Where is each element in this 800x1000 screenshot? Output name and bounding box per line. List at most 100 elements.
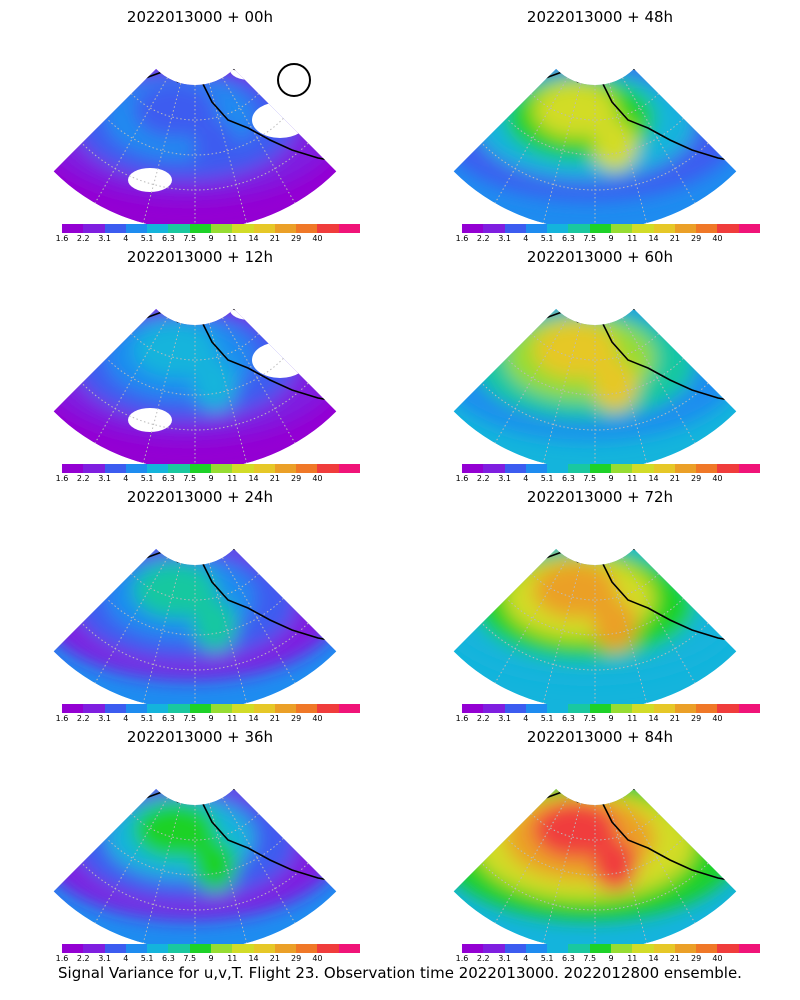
colorbar-tick-label: 9 bbox=[608, 954, 614, 963]
colorbar-swatch bbox=[232, 464, 254, 473]
longitude-gridline bbox=[494, 797, 568, 924]
colorbar-tick-label: 11 bbox=[627, 954, 638, 963]
panel-title: 2022013000 + 36h bbox=[126, 728, 274, 746]
colorbar-swatch bbox=[525, 944, 548, 953]
colorbar-swatch bbox=[674, 464, 697, 473]
colorbar-tick-label: 4 bbox=[523, 954, 529, 963]
variance-contour-region bbox=[193, 359, 237, 411]
colorbar-tick-label: 5.1 bbox=[140, 474, 154, 483]
colorbar-swatch bbox=[610, 464, 633, 473]
colorbar-tick-label: 21 bbox=[269, 714, 280, 723]
colorbar-tick-label: 29 bbox=[291, 954, 302, 963]
colorbar-tick-label: 4 bbox=[123, 954, 129, 963]
colorbar-swatch bbox=[547, 464, 569, 473]
colorbar-tick-label: 2.2 bbox=[476, 234, 490, 243]
colorbar-tick-label: 11 bbox=[227, 714, 238, 723]
missing-data-region bbox=[252, 102, 308, 138]
colorbar-strip bbox=[62, 704, 360, 713]
colorbar-tick-label: 29 bbox=[291, 234, 302, 243]
colorbar-swatch bbox=[674, 944, 697, 953]
colorbar-tick-label: 6.3 bbox=[562, 234, 575, 243]
colorbar-tick-label: 14 bbox=[248, 234, 259, 243]
colorbar-tick-labels: 1.6 2.2 3.1 4 5.1 6.3 7.5 9 11 14 21 29 40 bbox=[56, 473, 360, 483]
colorbar-tick-label: 40 bbox=[712, 234, 723, 243]
colorbar-tick-label: 40 bbox=[712, 714, 723, 723]
colorbar-swatch bbox=[274, 704, 297, 713]
colorbar-tick-label: 7.5 bbox=[583, 714, 597, 723]
colorbar-swatch bbox=[168, 944, 190, 953]
colorbar-tick-label: 11 bbox=[227, 954, 238, 963]
missing-data-region bbox=[128, 168, 172, 192]
colorbar-tick-label: 1.6 bbox=[55, 474, 69, 483]
variance-contour-region bbox=[533, 802, 617, 858]
variance-contour-region bbox=[193, 839, 237, 891]
colorbar-swatch bbox=[632, 944, 654, 953]
colorbar-tick-label: 11 bbox=[627, 234, 638, 243]
variance-contour-region bbox=[133, 82, 217, 138]
missing-data-region bbox=[252, 342, 308, 378]
colorbar-swatch bbox=[317, 944, 339, 953]
colorbar-tick-label: 21 bbox=[269, 954, 280, 963]
colorbar-tick-label: 40 bbox=[712, 954, 723, 963]
colorbar-swatch bbox=[483, 464, 505, 473]
colorbar-swatch bbox=[253, 944, 275, 953]
colorbar-swatch bbox=[274, 464, 297, 473]
colorbar-swatch bbox=[504, 464, 526, 473]
variance-map bbox=[453, 788, 737, 950]
colorbar-tick-labels: 1.6 2.2 3.1 4 5.1 6.3 7.5 9 11 14 21 29 40 bbox=[56, 953, 360, 963]
colorbar-tick-label: 3.1 bbox=[98, 714, 111, 723]
colorbar-tick-label: 5.1 bbox=[140, 954, 154, 963]
colorbar-tick-label: 1.6 bbox=[455, 954, 469, 963]
colorbar-tick-labels: 1.6 2.2 3.1 4 5.1 6.3 7.5 9 11 14 21 29 40 bbox=[456, 953, 760, 963]
colorbar-swatch bbox=[589, 464, 611, 473]
colorbar-swatch bbox=[504, 944, 526, 953]
colorbar-swatch bbox=[253, 704, 275, 713]
variance-contour-region bbox=[593, 599, 637, 651]
colorbar-tick-label: 7.5 bbox=[183, 234, 197, 243]
colorbar-tick-label: 40 bbox=[312, 234, 323, 243]
colorbar-swatch bbox=[696, 224, 718, 233]
colorbar-tick-label: 1.6 bbox=[455, 714, 469, 723]
variance-contour-region bbox=[533, 322, 617, 378]
colorbar-swatch bbox=[296, 704, 318, 713]
colorbar-swatch bbox=[83, 704, 105, 713]
colorbar-swatch bbox=[717, 464, 739, 473]
colorbar-tick-label: 2.2 bbox=[76, 714, 90, 723]
colorbar-tick-label: 29 bbox=[291, 714, 302, 723]
colorbar-tick-label: 29 bbox=[691, 954, 702, 963]
colorbar-tick-label: 3.1 bbox=[498, 714, 511, 723]
colorbar-swatch bbox=[696, 704, 718, 713]
colorbar-tick-label: 40 bbox=[312, 954, 323, 963]
colorbar-swatch bbox=[610, 224, 633, 233]
panel-title: 2022013000 + 00h bbox=[126, 8, 274, 26]
missing-data-region bbox=[302, 321, 337, 349]
colorbar-swatch bbox=[168, 704, 190, 713]
colorbar-tick-label: 5.1 bbox=[540, 234, 554, 243]
forecast-panel: 2022013000 + 00h 1.6 2.2 3.1 4 5.1 6.3 7.5 9 11 14… bbox=[0, 0, 400, 243]
colorbar-swatch bbox=[589, 704, 611, 713]
colorbar: 1.6 2.2 3.1 4 5.1 6.3 7.5 9 11 14 21 29 40 bbox=[56, 944, 360, 964]
colorbar-swatch bbox=[738, 224, 760, 233]
latitude-gridline bbox=[481, 142, 709, 191]
colorbar-tick-label: 9 bbox=[608, 714, 614, 723]
colorbar-strip bbox=[462, 944, 760, 953]
colorbar-swatch bbox=[338, 464, 360, 473]
longitude-gridline bbox=[142, 802, 182, 944]
colorbar-tick-label: 2.2 bbox=[76, 234, 90, 243]
colorbar-tick-label: 2.2 bbox=[76, 474, 90, 483]
colorbar-tick-label: 21 bbox=[669, 714, 680, 723]
colorbar-tick-label: 3.1 bbox=[98, 234, 111, 243]
longitude-gridline bbox=[142, 322, 182, 464]
colorbar-tick-label: 2.2 bbox=[476, 954, 490, 963]
colorbar-swatch bbox=[232, 224, 254, 233]
panel-title: 2022013000 + 84h bbox=[526, 728, 674, 746]
colorbar-swatch bbox=[274, 224, 297, 233]
colorbar-swatch bbox=[738, 944, 760, 953]
colorbar-swatch bbox=[738, 704, 760, 713]
colorbar-swatch bbox=[296, 464, 318, 473]
longitude-gridline bbox=[494, 557, 568, 684]
colorbar-swatch bbox=[589, 944, 611, 953]
colorbar-tick-label: 14 bbox=[648, 474, 659, 483]
colorbar-swatch bbox=[568, 704, 590, 713]
colorbar-swatch bbox=[653, 464, 675, 473]
